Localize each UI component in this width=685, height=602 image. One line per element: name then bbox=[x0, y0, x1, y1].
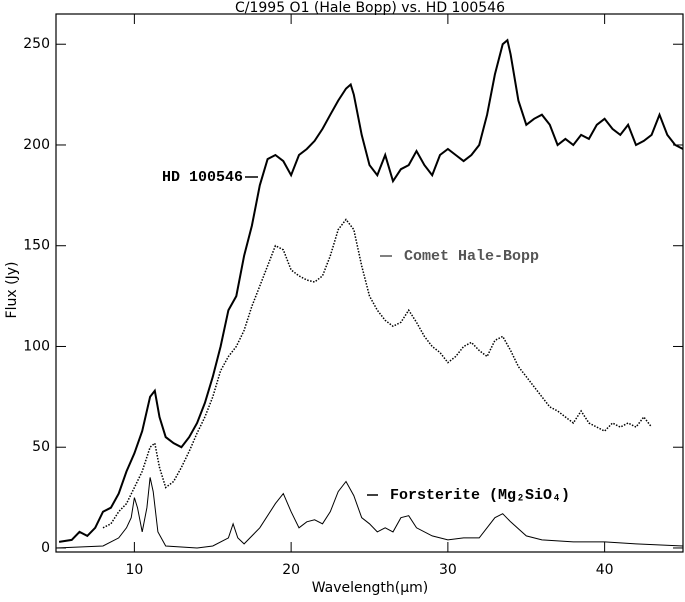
series-line bbox=[58, 38, 684, 543]
x-tick-label: 10 bbox=[125, 562, 143, 578]
series-label: Forsterite (Mg₂SiO₄) bbox=[390, 487, 570, 504]
y-tick-label: 0 bbox=[41, 540, 50, 556]
y-tick-label: 150 bbox=[23, 238, 50, 254]
y-tick-label: 50 bbox=[32, 439, 50, 455]
chart-title: C/1995 O1 (Hale Bopp) vs. HD 100546 bbox=[235, 0, 505, 16]
x-tick-label: 40 bbox=[596, 562, 614, 578]
x-tick-label: 30 bbox=[439, 562, 457, 578]
y-tick-label: 250 bbox=[23, 36, 50, 52]
y-tick-label: 100 bbox=[23, 338, 50, 354]
series-label: Comet Hale-Bopp bbox=[404, 248, 539, 265]
series-label: HD 100546 bbox=[162, 169, 243, 186]
x-tick-label: 20 bbox=[282, 562, 300, 578]
y-tick-label: 200 bbox=[23, 137, 50, 153]
y-axis-label: Flux (Jy) bbox=[4, 262, 20, 319]
series-line bbox=[55, 477, 684, 549]
series-line bbox=[102, 218, 653, 529]
x-axis-label: Wavelength(μm) bbox=[312, 580, 429, 596]
plot-frame bbox=[55, 13, 684, 553]
